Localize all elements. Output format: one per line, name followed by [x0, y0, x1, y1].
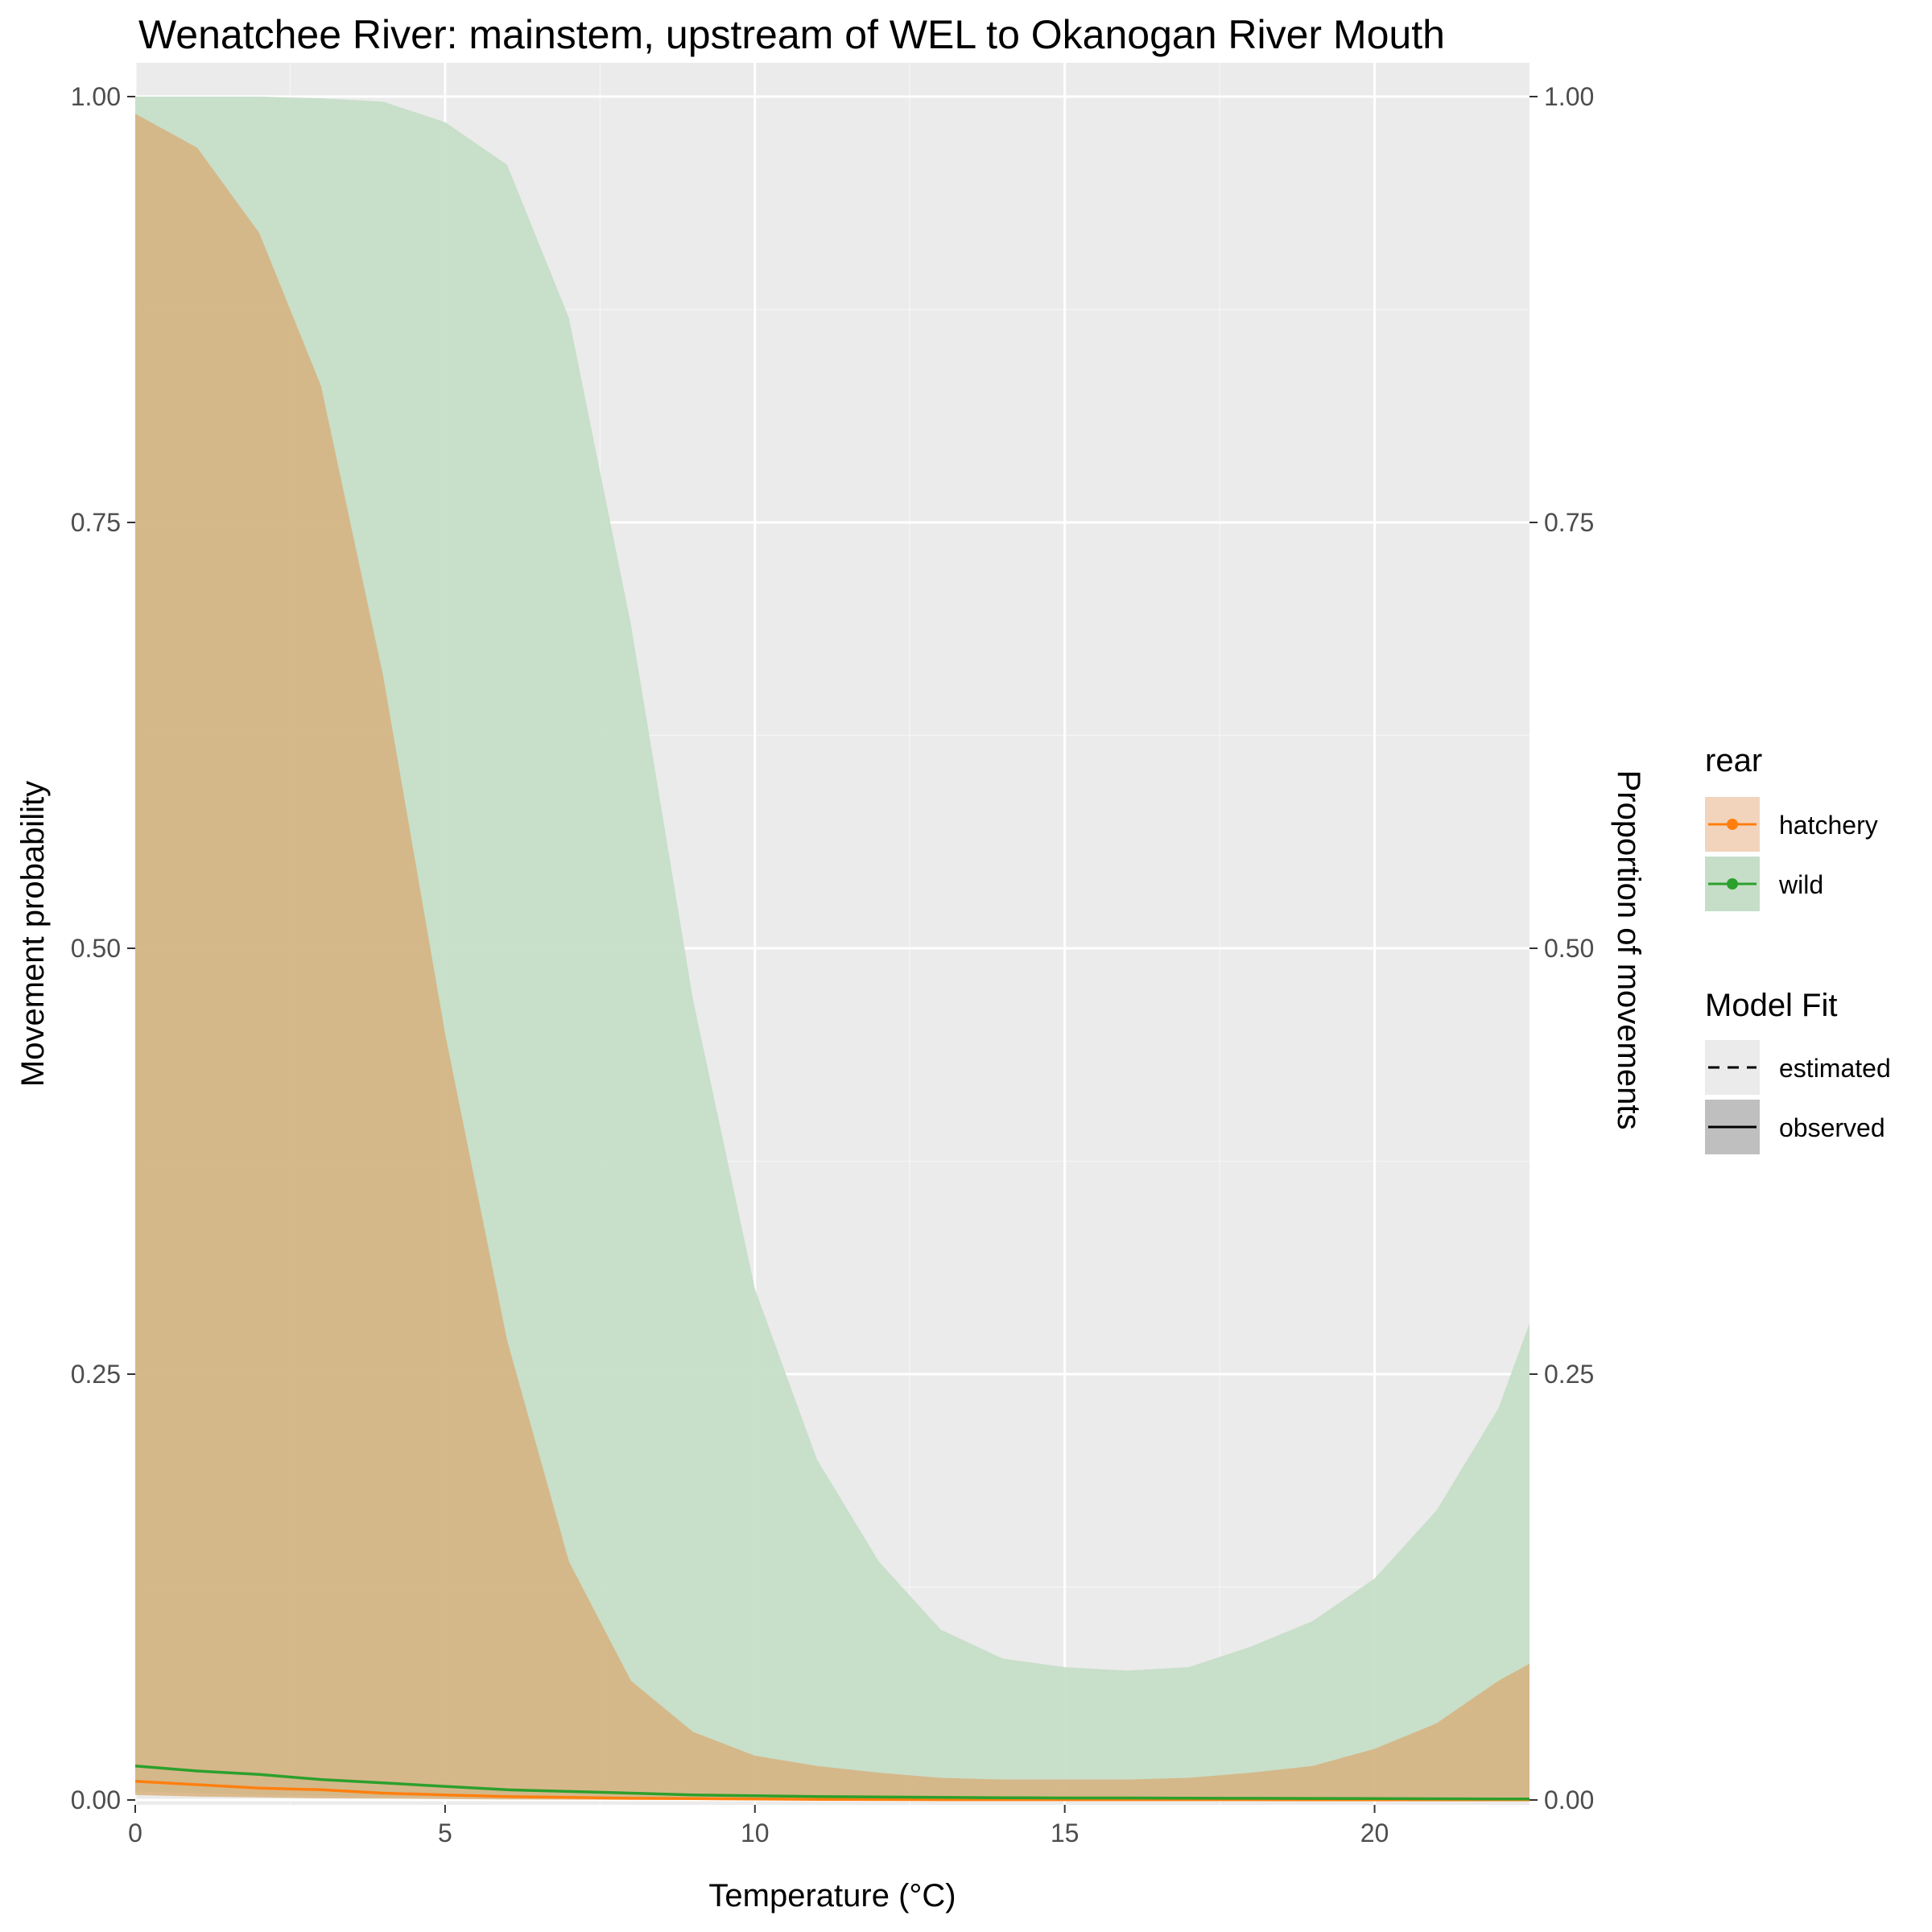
- y-tick-label: 0.25: [71, 1360, 121, 1389]
- legend-label-observed: observed: [1779, 1113, 1885, 1142]
- y2-tick-label: 0.75: [1544, 508, 1594, 537]
- y-tick-label: 1.00: [71, 82, 121, 111]
- legend-title-model-fit: Model Fit: [1705, 988, 1838, 1023]
- y-tick-label: 0.00: [71, 1785, 121, 1814]
- x-axis: 0 5 10 15 20: [128, 1805, 1389, 1847]
- y2-tick-label: 0.50: [1544, 934, 1594, 963]
- y2-tick-label: 0.25: [1544, 1360, 1594, 1389]
- y-tick-label: 0.50: [71, 934, 121, 963]
- legend-item-estimated: estimated: [1705, 1040, 1891, 1095]
- x-tick-label: 15: [1051, 1818, 1080, 1847]
- ribbon-hatchery: [135, 114, 1530, 1801]
- legend-item-observed: observed: [1705, 1100, 1885, 1154]
- x-axis-title: Temperature (°C): [708, 1878, 956, 1913]
- x-tick-label: 5: [438, 1818, 452, 1847]
- x-tick-label: 0: [128, 1818, 142, 1847]
- x-tick-label: 20: [1360, 1818, 1389, 1847]
- y-axis-left: 0.00 0.25 0.50 0.75 1.00: [71, 82, 135, 1814]
- y2-tick-label: 0.00: [1544, 1785, 1594, 1814]
- x-tick-label: 10: [741, 1818, 770, 1847]
- legend: rear hatchery wild Model Fit estimated o…: [1705, 743, 1891, 1154]
- ribbons: [135, 97, 1530, 1801]
- y2-axis-title: Proportion of movements: [1611, 770, 1646, 1130]
- y-tick-label: 0.75: [71, 508, 121, 537]
- legend-label-wild: wild: [1778, 870, 1823, 899]
- legend-label-estimated: estimated: [1779, 1054, 1891, 1083]
- y2-tick-label: 1.00: [1544, 82, 1594, 111]
- legend-item-hatchery: hatchery: [1705, 797, 1878, 852]
- legend-key-point-wild: [1727, 878, 1738, 890]
- series-lines: [134, 1764, 1530, 1802]
- legend-label-hatchery: hatchery: [1779, 811, 1878, 840]
- chart-title: Wenatchee River: mainstem, upstream of W…: [138, 12, 1445, 57]
- legend-title-rear: rear: [1705, 743, 1762, 778]
- y-axis-right: 0.00 0.25 0.50 0.75 1.00: [1530, 82, 1594, 1814]
- legend-item-wild: wild: [1705, 857, 1823, 911]
- legend-key-point-hatchery: [1727, 819, 1738, 830]
- line-wild: [134, 1764, 1530, 1801]
- y-axis-title: Movement probability: [15, 781, 51, 1087]
